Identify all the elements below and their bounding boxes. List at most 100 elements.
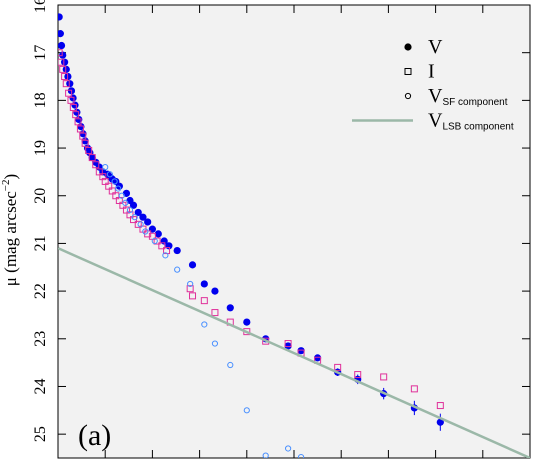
point [200,280,208,288]
point [201,321,208,328]
point [58,30,64,38]
y-tick-label: 17 [32,45,49,61]
y-tick-label: 20 [32,188,49,204]
point [59,51,67,59]
point [62,65,70,73]
point [243,407,250,414]
legend-sub: LSB component [442,122,513,133]
point [71,101,79,109]
point [314,354,322,362]
point [88,154,96,162]
point [297,453,305,458]
y-tick-label: 22 [32,283,49,299]
point [58,58,65,66]
point [148,225,156,233]
point [436,418,444,426]
point [134,208,142,217]
legend-label: I [428,61,435,83]
point [79,132,87,140]
point [163,247,171,255]
y-tick-label: 21 [32,235,49,251]
point [297,347,305,355]
point [211,309,219,317]
point [58,13,63,21]
legend-symbol [404,43,412,51]
point [122,206,130,214]
point [59,65,67,73]
point [436,402,444,410]
point [66,80,74,88]
point [69,104,77,112]
point [118,192,125,199]
y-label-sup: −2 [0,179,12,191]
point [334,363,342,371]
point [211,340,219,347]
point [129,201,138,209]
point [174,266,181,273]
point [144,218,152,226]
point [227,361,234,369]
point [111,178,118,185]
point [102,164,109,171]
point [200,297,208,305]
y-tick-label: 19 [32,140,49,156]
point [61,58,69,66]
point [58,49,63,57]
y-label-end: ) [1,174,20,180]
point [189,292,197,300]
point [72,111,80,119]
legend-name: V [428,85,443,107]
point [115,185,122,192]
point [58,41,66,50]
point [165,242,173,250]
legend-name: I [428,61,435,83]
point [187,280,194,288]
point [126,206,134,214]
point [105,182,113,190]
panel-label: (a) [78,419,111,452]
point [101,177,109,185]
line-fit [58,247,530,458]
y-axis-label: μ (mag arcsec−2) [0,174,20,286]
point [65,89,73,97]
point [188,261,197,269]
point [154,230,162,238]
point [380,373,388,381]
y-tick-label: 23 [32,331,49,347]
y-label-main: μ (mag arcsec [1,191,20,286]
point [131,214,138,221]
point [95,168,103,176]
point [108,187,116,195]
point [354,371,362,379]
legend-label: VLSB component [428,110,514,133]
point [92,161,100,169]
y-tick-label: 24 [32,378,49,394]
point [151,237,158,245]
point [106,171,114,178]
point [67,96,75,104]
point [122,199,129,206]
point [158,242,166,250]
point [73,108,81,116]
point [81,139,89,147]
point [69,94,77,102]
point [142,228,149,235]
point [173,246,181,255]
y-tick-label: 25 [32,426,49,442]
point [186,285,194,293]
legend-name: V [428,36,443,58]
point [285,445,292,452]
point [99,173,107,181]
point [74,118,82,126]
point [162,252,169,259]
point [226,304,234,312]
point [262,452,269,458]
point [139,213,147,221]
marks [58,13,530,458]
point [410,385,418,393]
y-tick-label: 16 [32,0,49,13]
legend-symbol [404,68,412,75]
legend-sub: SF component [442,97,507,108]
point [284,342,292,350]
